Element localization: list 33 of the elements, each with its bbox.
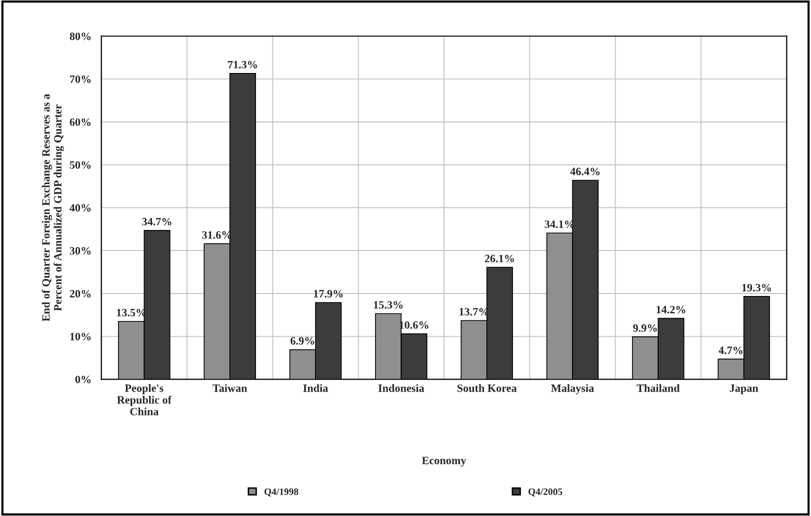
x-tick-label: Thailand <box>636 384 680 392</box>
data-label: 15.3% <box>374 301 403 309</box>
x-tick-label: India <box>303 384 328 392</box>
y-axis-title: End of Quarter Foreign Exchange Reserves as a Percent of Annualized GDP during Quarter <box>42 94 64 322</box>
data-label: 14.2% <box>656 306 686 314</box>
y-tick-label: 60% <box>70 118 91 126</box>
y-tick-label: 10% <box>70 332 91 340</box>
y-tick-label: 80% <box>70 32 91 40</box>
x-axis-title: Economy <box>422 456 466 467</box>
data-label: 46.4% <box>570 168 600 176</box>
y-tick-label: 50% <box>70 161 91 169</box>
x-tick-label: South Korea <box>457 384 517 392</box>
data-label: 4.7% <box>718 346 742 354</box>
data-label: 19.3% <box>742 284 771 292</box>
data-label: 26.1% <box>484 254 514 262</box>
data-label: 17.9% <box>314 290 343 298</box>
y-tick-label: 20% <box>70 290 91 298</box>
x-tick-label: Japan <box>730 384 758 394</box>
x-tick-label: People's Republic of China <box>117 384 172 416</box>
data-label: 9.9% <box>633 324 657 332</box>
data-label: 34.7% <box>142 218 172 226</box>
data-label: 31.6% <box>202 231 232 239</box>
data-label: 71.3% <box>228 60 257 68</box>
y-tick-label: 70% <box>70 75 91 84</box>
y-tick-label: 40% <box>70 204 91 212</box>
legend-label: Q4/1998 <box>264 488 298 496</box>
y-tick-label: 30% <box>70 247 91 255</box>
x-tick-label: Taiwan <box>212 384 248 392</box>
y-tick-label: 0% <box>75 376 91 384</box>
legend-label: Q4/2005 <box>528 488 562 496</box>
x-tick-label: Indonesia <box>378 384 424 392</box>
x-tick-label: Malaysia <box>551 384 594 394</box>
data-label: 6.9% <box>290 337 314 345</box>
